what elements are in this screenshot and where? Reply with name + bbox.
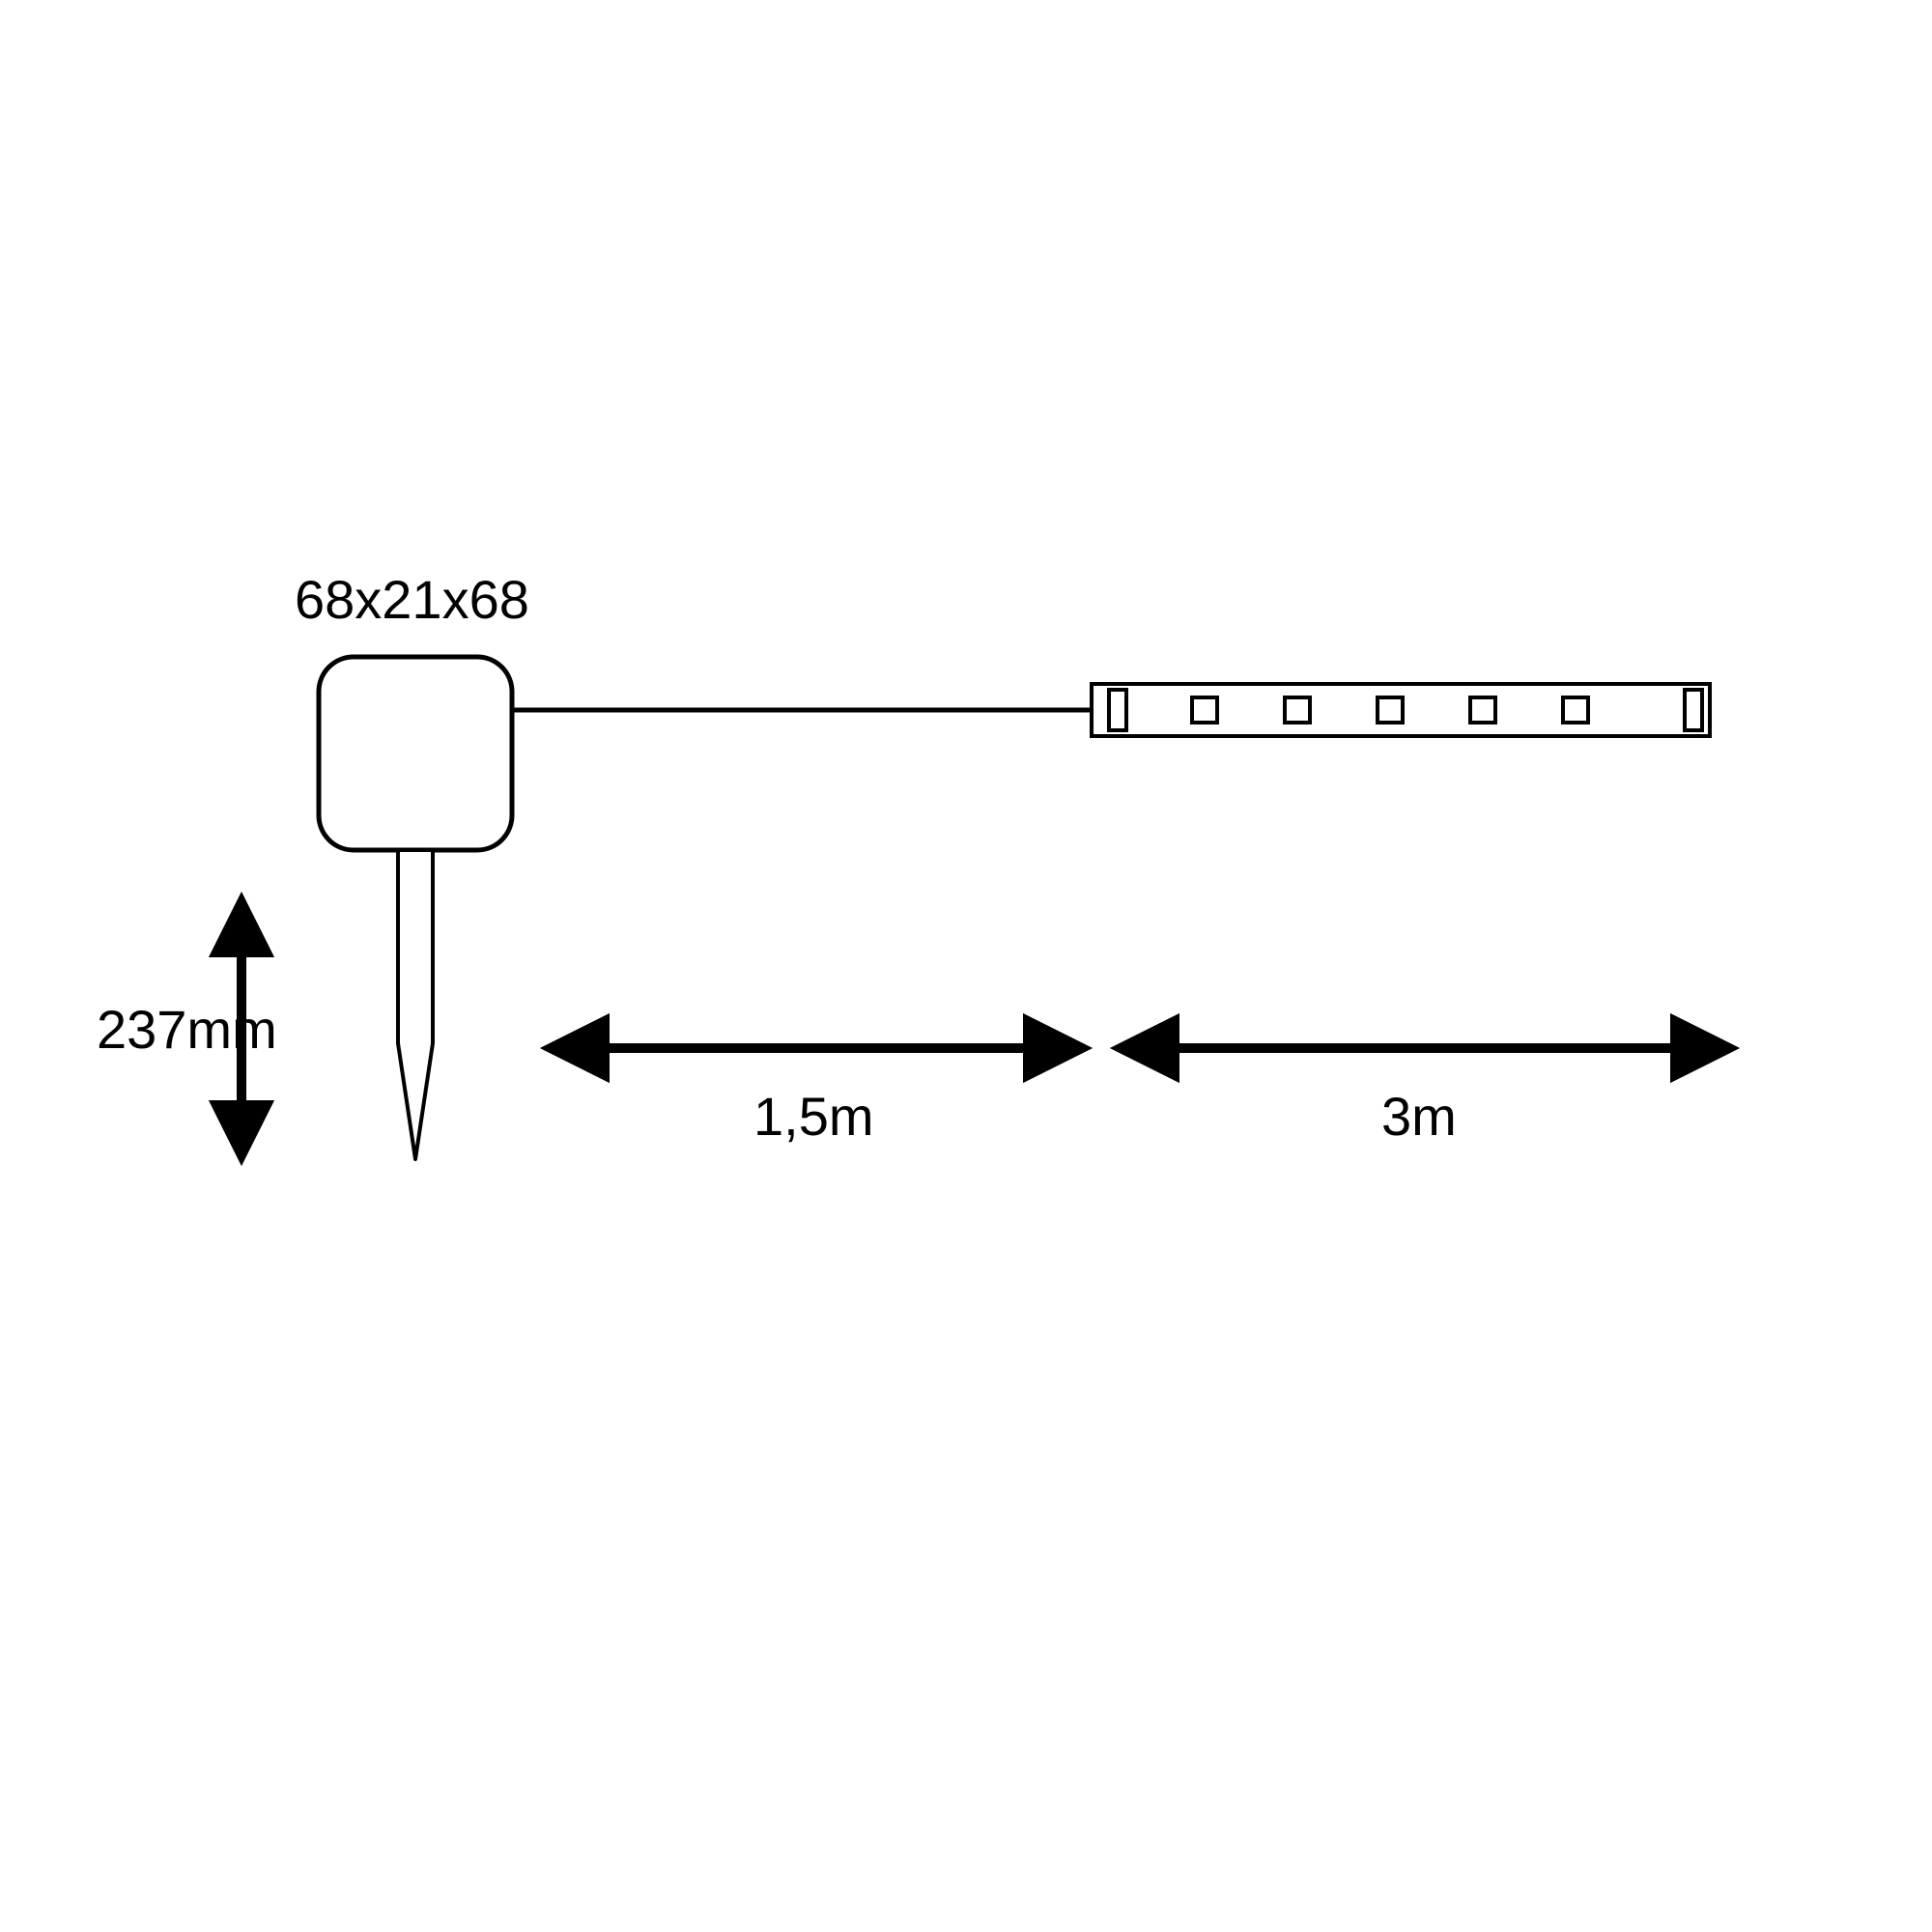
box-dimensions-label: 68x21x68 [295, 569, 529, 630]
led-chip [1192, 697, 1217, 723]
ground-spike [398, 850, 433, 1159]
dimension-diagram: 68x21x68 237mm 1,5m 3m [0, 0, 1932, 1932]
led-end-left [1109, 690, 1126, 730]
led-chip [1470, 697, 1495, 723]
strip-length-arrow [1121, 1021, 1729, 1075]
cable-length-arrow [551, 1021, 1082, 1075]
led-end-right [1685, 690, 1702, 730]
controller-box [319, 657, 512, 850]
spike-height-label: 237mm [97, 999, 277, 1060]
strip-length-label: 3m [1381, 1086, 1457, 1147]
led-chip [1378, 697, 1403, 723]
led-chip [1285, 697, 1310, 723]
cable-length-label: 1,5m [753, 1086, 874, 1147]
led-chip [1563, 697, 1588, 723]
